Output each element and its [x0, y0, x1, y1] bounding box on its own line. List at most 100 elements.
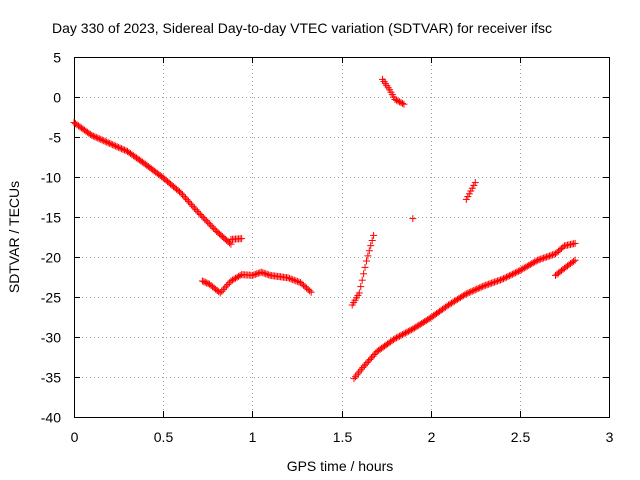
y-tick-label: -20	[41, 250, 61, 266]
data-point	[474, 284, 482, 292]
y-tick-label: -15	[41, 210, 61, 226]
data-point	[307, 288, 315, 296]
data-point	[360, 362, 368, 370]
data-point	[227, 277, 235, 285]
data-point	[177, 189, 185, 197]
data-point	[221, 284, 229, 292]
data-point	[391, 95, 399, 103]
data-point	[370, 231, 378, 239]
data-point	[398, 331, 406, 339]
data-point	[259, 269, 267, 277]
chart-title: Day 330 of 2023, Sidereal Day-to-day VTE…	[52, 20, 552, 36]
data-point	[497, 276, 505, 284]
data-point	[202, 217, 210, 225]
data-point	[112, 142, 120, 150]
data-point	[492, 278, 500, 286]
data-point	[519, 265, 527, 273]
data-point	[543, 253, 551, 261]
data-point	[571, 239, 579, 247]
data-point	[196, 211, 204, 219]
data-point	[199, 214, 207, 222]
data-point	[219, 286, 227, 294]
data-point	[357, 283, 365, 291]
x-tick-label: 3	[606, 429, 614, 445]
x-tick-label: 2.5	[511, 429, 531, 445]
data-point	[284, 274, 292, 282]
data-point	[392, 96, 400, 104]
data-point	[526, 261, 534, 269]
data-point	[486, 280, 494, 288]
data-point	[91, 133, 99, 141]
data-point	[482, 281, 490, 289]
data-point	[205, 220, 213, 228]
data-point	[366, 355, 374, 363]
data-point	[489, 279, 497, 287]
data-point	[104, 139, 112, 147]
data-point	[92, 133, 100, 141]
data-point	[265, 271, 273, 279]
data-point	[201, 278, 209, 286]
data-point	[100, 137, 108, 145]
data-point	[367, 242, 375, 250]
data-point	[293, 277, 301, 285]
y-tick-label: -5	[49, 130, 62, 146]
data-point	[362, 360, 370, 368]
data-point	[358, 276, 366, 284]
data-point	[198, 277, 206, 285]
data-point	[544, 252, 552, 260]
data-point	[394, 97, 402, 105]
data-point	[86, 130, 94, 138]
data-point	[290, 276, 298, 284]
data-point	[494, 277, 502, 285]
data-point	[236, 272, 244, 280]
data-point	[230, 275, 238, 283]
data-point	[363, 359, 371, 367]
data-point	[535, 256, 543, 264]
data-point	[465, 288, 473, 296]
y-tick-label: -25	[41, 290, 61, 306]
data-point	[94, 134, 102, 142]
data-point	[502, 273, 510, 281]
data-point	[523, 262, 531, 270]
data-point	[186, 199, 194, 207]
data-point	[407, 326, 415, 334]
data-point	[121, 146, 129, 154]
data-point	[365, 357, 373, 365]
data-point	[364, 252, 372, 260]
data-point	[176, 188, 184, 196]
data-point	[180, 192, 188, 200]
data-point	[531, 258, 539, 266]
data-point	[461, 291, 469, 299]
data-point	[476, 284, 484, 292]
data-point	[495, 276, 503, 284]
data-point	[529, 259, 537, 267]
data-point	[511, 269, 519, 277]
data-point	[517, 266, 525, 274]
data-point	[541, 254, 549, 262]
data-point	[559, 243, 567, 251]
data-point	[101, 137, 109, 145]
data-point	[547, 251, 555, 259]
y-tick-label: 0	[53, 90, 61, 106]
data-point	[257, 268, 265, 276]
data-point	[361, 263, 369, 271]
data-point	[467, 288, 475, 296]
data-point	[522, 263, 530, 271]
data-point	[362, 257, 370, 265]
data-point	[483, 281, 491, 289]
data-point	[115, 143, 123, 151]
y-tick-label: -10	[41, 170, 61, 186]
data-point	[480, 282, 488, 290]
data-point	[184, 197, 192, 205]
data-point	[208, 223, 216, 231]
data-point	[571, 256, 579, 264]
data-point	[395, 332, 403, 340]
data-point	[228, 276, 236, 284]
data-point	[198, 212, 206, 220]
data-point	[118, 145, 126, 153]
data-point	[368, 237, 376, 245]
data-point	[473, 285, 481, 293]
data-point	[226, 239, 234, 247]
data-point	[113, 143, 121, 151]
